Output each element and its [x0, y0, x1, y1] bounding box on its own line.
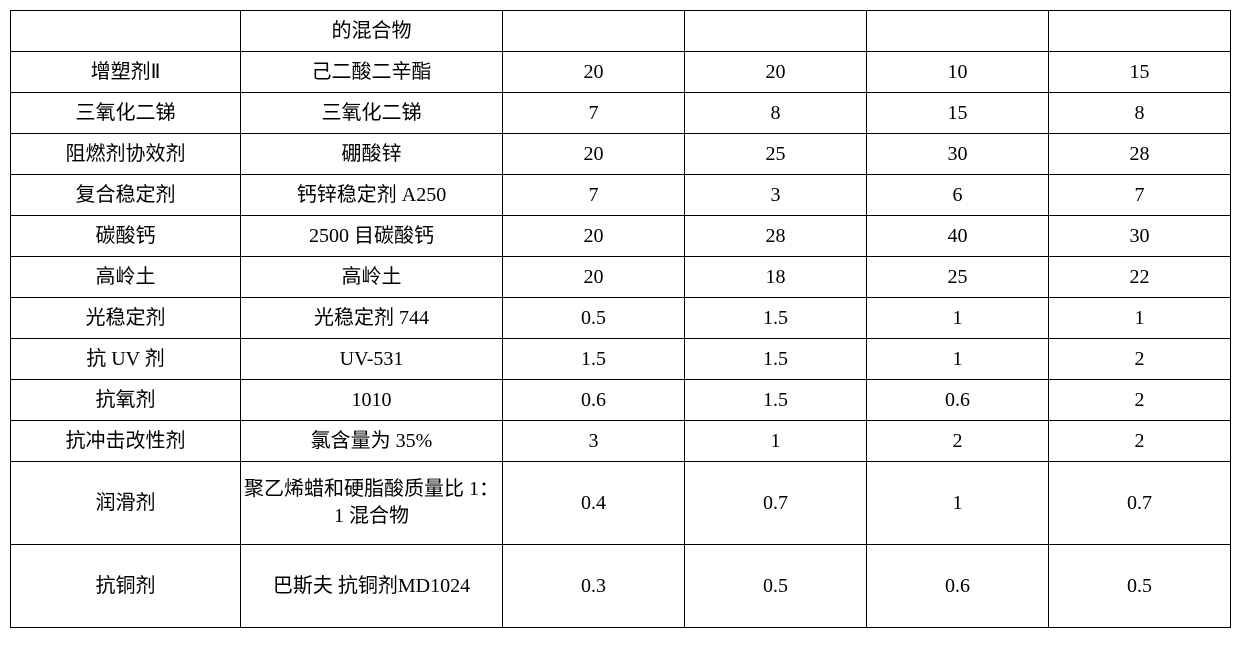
cell: 1.5 [685, 298, 867, 339]
cell: 0.6 [503, 380, 685, 421]
cell: 7 [503, 175, 685, 216]
cell: 3 [685, 175, 867, 216]
cell: UV-531 [241, 339, 503, 380]
table-row: 三氧化二锑 三氧化二锑 7 8 15 8 [11, 93, 1231, 134]
cell: 1 [867, 339, 1049, 380]
cell: 20 [503, 216, 685, 257]
cell: 高岭土 [11, 257, 241, 298]
cell: 2500 目碳酸钙 [241, 216, 503, 257]
cell: 6 [867, 175, 1049, 216]
cell: 氯含量为 35% [241, 421, 503, 462]
cell: 抗氧剂 [11, 380, 241, 421]
cell [11, 11, 241, 52]
cell: 抗冲击改性剂 [11, 421, 241, 462]
cell: 1 [1049, 298, 1231, 339]
cell: 0.7 [685, 462, 867, 545]
cell: 1.5 [685, 339, 867, 380]
cell: 1010 [241, 380, 503, 421]
cell: 1.5 [503, 339, 685, 380]
cell: 25 [685, 134, 867, 175]
table-body: 的混合物 增塑剂Ⅱ 己二酸二辛酯 20 20 10 15 三氧化二锑 三氧化二锑… [11, 11, 1231, 628]
cell: 0.5 [685, 545, 867, 628]
formulation-table: 的混合物 增塑剂Ⅱ 己二酸二辛酯 20 20 10 15 三氧化二锑 三氧化二锑… [10, 10, 1231, 628]
cell [1049, 11, 1231, 52]
cell: 15 [1049, 52, 1231, 93]
cell: 高岭土 [241, 257, 503, 298]
cell: 25 [867, 257, 1049, 298]
cell: 15 [867, 93, 1049, 134]
table-row: 抗铜剂 巴斯夫 抗铜剂MD1024 0.3 0.5 0.6 0.5 [11, 545, 1231, 628]
cell: 18 [685, 257, 867, 298]
cell: 0.3 [503, 545, 685, 628]
cell: 20 [503, 52, 685, 93]
cell: 8 [685, 93, 867, 134]
cell [867, 11, 1049, 52]
cell: 1.5 [685, 380, 867, 421]
cell: 8 [1049, 93, 1231, 134]
cell: 7 [1049, 175, 1231, 216]
cell: 己二酸二辛酯 [241, 52, 503, 93]
table-row: 复合稳定剂 钙锌稳定剂 A250 7 3 6 7 [11, 175, 1231, 216]
cell: 2 [867, 421, 1049, 462]
table-row: 润滑剂 聚乙烯蜡和硬脂酸质量比 1：1 混合物 0.4 0.7 1 0.7 [11, 462, 1231, 545]
cell: 光稳定剂 744 [241, 298, 503, 339]
cell: 抗 UV 剂 [11, 339, 241, 380]
cell: 光稳定剂 [11, 298, 241, 339]
cell: 0.7 [1049, 462, 1231, 545]
cell: 1 [867, 298, 1049, 339]
cell: 3 [503, 421, 685, 462]
cell: 润滑剂 [11, 462, 241, 545]
cell: 20 [503, 134, 685, 175]
cell: 碳酸钙 [11, 216, 241, 257]
cell: 30 [867, 134, 1049, 175]
cell: 10 [867, 52, 1049, 93]
cell: 阻燃剂协效剂 [11, 134, 241, 175]
cell: 抗铜剂 [11, 545, 241, 628]
cell: 0.5 [503, 298, 685, 339]
cell: 巴斯夫 抗铜剂MD1024 [241, 545, 503, 628]
cell: 聚乙烯蜡和硬脂酸质量比 1：1 混合物 [241, 462, 503, 545]
cell: 增塑剂Ⅱ [11, 52, 241, 93]
cell: 复合稳定剂 [11, 175, 241, 216]
cell: 1 [867, 462, 1049, 545]
table-row: 抗冲击改性剂 氯含量为 35% 3 1 2 2 [11, 421, 1231, 462]
cell: 20 [503, 257, 685, 298]
cell: 三氧化二锑 [11, 93, 241, 134]
cell: 1 [685, 421, 867, 462]
table-row: 阻燃剂协效剂 硼酸锌 20 25 30 28 [11, 134, 1231, 175]
table-row: 抗氧剂 1010 0.6 1.5 0.6 2 [11, 380, 1231, 421]
cell [685, 11, 867, 52]
cell: 的混合物 [241, 11, 503, 52]
table-row: 抗 UV 剂 UV-531 1.5 1.5 1 2 [11, 339, 1231, 380]
cell: 28 [1049, 134, 1231, 175]
cell: 三氧化二锑 [241, 93, 503, 134]
cell: 28 [685, 216, 867, 257]
cell: 22 [1049, 257, 1231, 298]
cell: 钙锌稳定剂 A250 [241, 175, 503, 216]
cell: 0.5 [1049, 545, 1231, 628]
cell: 7 [503, 93, 685, 134]
cell: 0.6 [867, 545, 1049, 628]
table-row: 增塑剂Ⅱ 己二酸二辛酯 20 20 10 15 [11, 52, 1231, 93]
cell: 0.6 [867, 380, 1049, 421]
cell: 20 [685, 52, 867, 93]
table-row: 的混合物 [11, 11, 1231, 52]
cell: 30 [1049, 216, 1231, 257]
cell: 2 [1049, 380, 1231, 421]
cell: 40 [867, 216, 1049, 257]
cell: 硼酸锌 [241, 134, 503, 175]
table-row: 碳酸钙 2500 目碳酸钙 20 28 40 30 [11, 216, 1231, 257]
cell [503, 11, 685, 52]
cell: 2 [1049, 421, 1231, 462]
cell: 0.4 [503, 462, 685, 545]
table-row: 光稳定剂 光稳定剂 744 0.5 1.5 1 1 [11, 298, 1231, 339]
table-row: 高岭土 高岭土 20 18 25 22 [11, 257, 1231, 298]
cell: 2 [1049, 339, 1231, 380]
